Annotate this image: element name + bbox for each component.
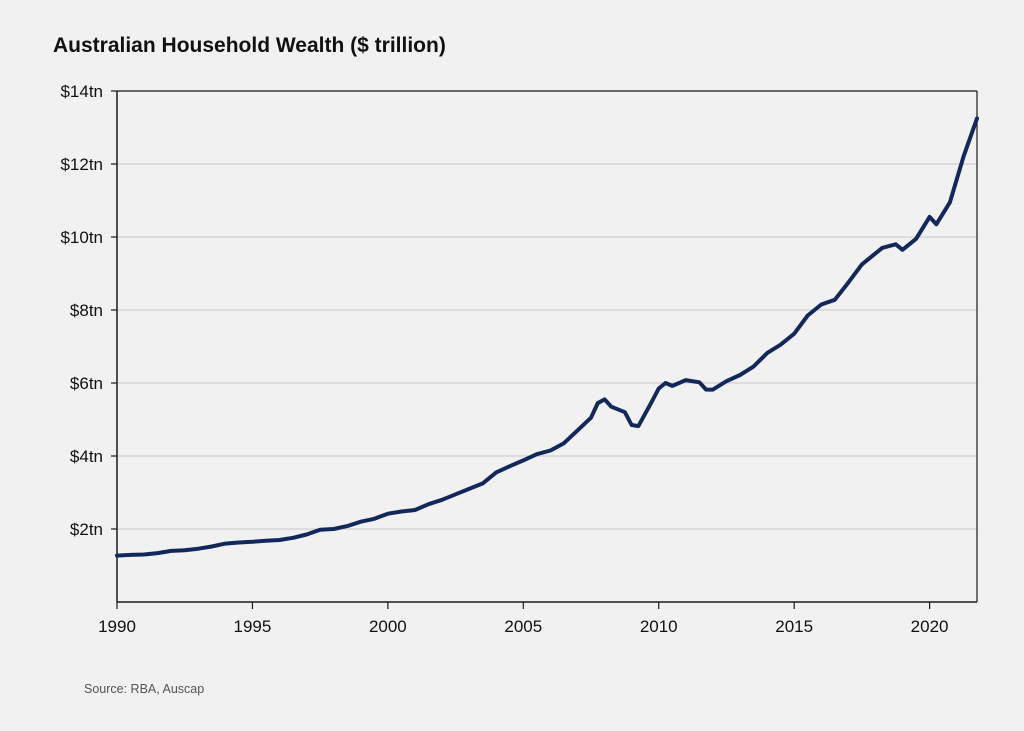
series-group	[115, 116, 979, 558]
series-line-0	[115, 116, 979, 558]
x-tick-label: 2000	[369, 617, 407, 636]
x-tick-label: 1990	[98, 617, 136, 636]
x-tick-label: 2015	[775, 617, 813, 636]
y-tick-label: $14tn	[60, 82, 103, 101]
y-tick-label: $10tn	[60, 228, 103, 247]
y-tick-label: $12tn	[60, 155, 103, 174]
y-tick-labels: $2tn $4tn $6tn $8tn $10tn $12tn $14tn	[60, 82, 103, 539]
y-tick-label: $2tn	[70, 520, 103, 539]
x-tick-label: 2020	[911, 617, 949, 636]
x-tick-label: 1995	[234, 617, 272, 636]
source-note: Source: RBA, Auscap	[84, 682, 205, 696]
chart-title: Australian Household Wealth ($ trillion)	[53, 34, 446, 57]
x-tick-label: 2005	[504, 617, 542, 636]
y-tick-label: $6tn	[70, 374, 103, 393]
y-tick-label: $4tn	[70, 447, 103, 466]
x-tick-label: 2010	[640, 617, 678, 636]
x-tick-labels: 1990 1995 2000 2005 2010 2015 2020	[98, 617, 948, 636]
axes	[111, 90, 978, 609]
y-tick-label: $8tn	[70, 301, 103, 320]
gridlines	[117, 163, 977, 530]
